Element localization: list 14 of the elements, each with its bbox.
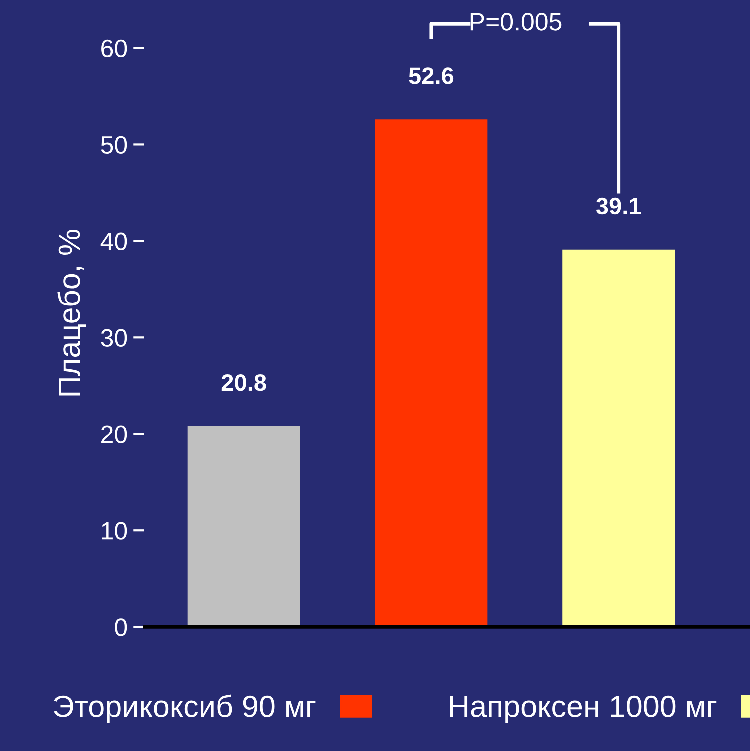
y-tick-label: 40	[100, 232, 128, 250]
data-label: 52.6	[409, 68, 454, 84]
legend-label: Напроксен 1000 мг	[450, 696, 717, 724]
y-tick-label: 60	[102, 40, 128, 58]
legend-label: Эторикоксиб 90 мг	[54, 694, 316, 724]
data-label: 39.1	[596, 198, 642, 215]
data-label: 20.8	[222, 374, 266, 392]
y-tick-label: 30	[101, 329, 128, 347]
y-axis-title: Плацебо, %	[58, 230, 86, 396]
annotation: P=0.005	[470, 13, 562, 31]
y-tick-label: 20	[102, 426, 128, 444]
y-tick-label: 0	[115, 618, 128, 636]
y-tick-label: 10	[102, 522, 128, 540]
y-tick-label: 50	[101, 136, 128, 154]
